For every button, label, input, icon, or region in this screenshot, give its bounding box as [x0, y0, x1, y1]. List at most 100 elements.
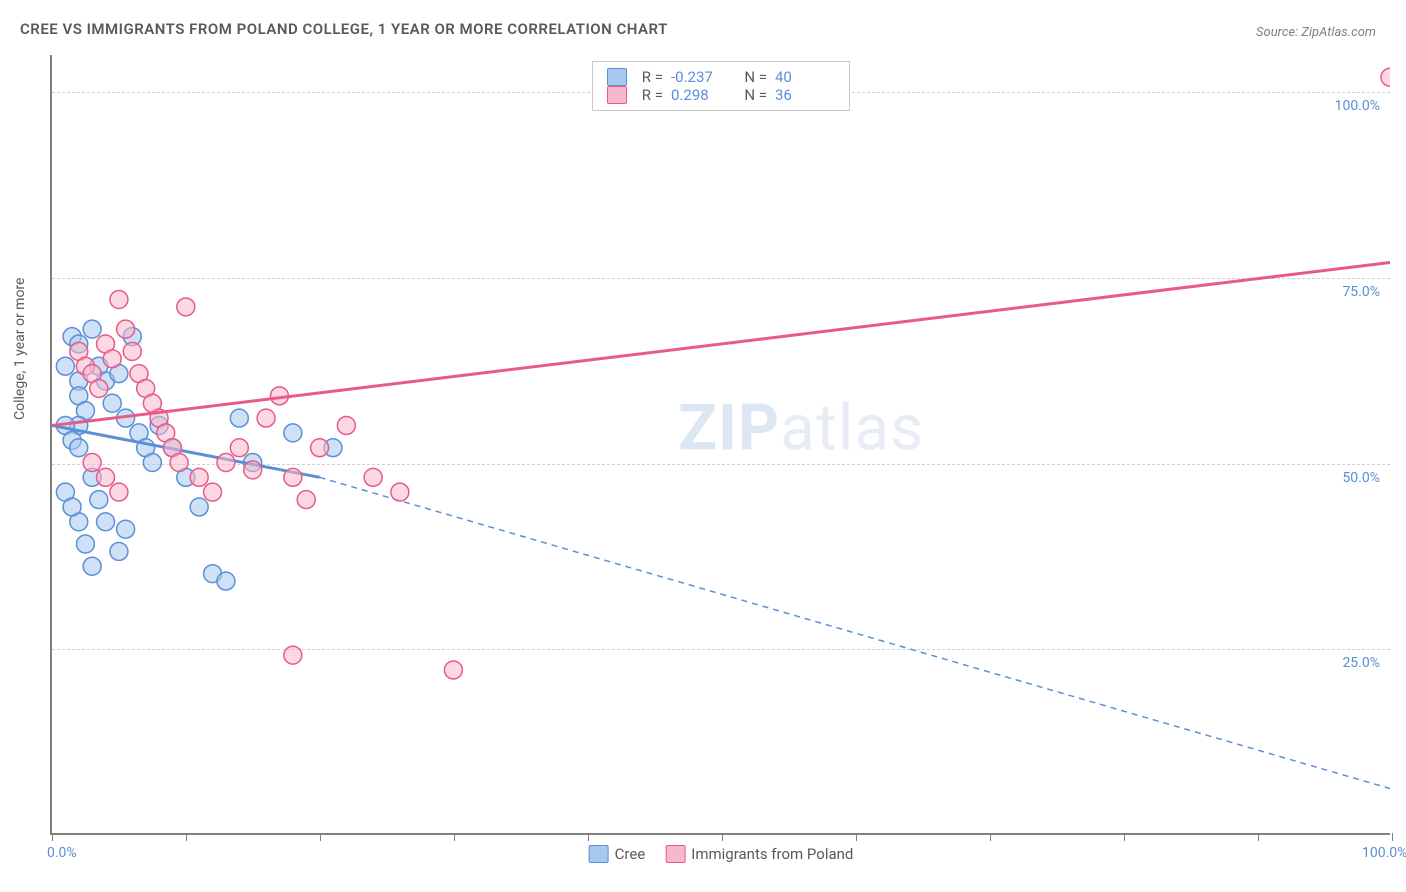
- scatter-point: [217, 454, 235, 472]
- scatter-point: [97, 372, 115, 390]
- x-tick: [1392, 833, 1393, 841]
- scatter-point: [97, 335, 115, 353]
- scatter-point: [56, 416, 74, 434]
- x-tick: [588, 833, 589, 841]
- scatter-point: [123, 342, 141, 360]
- scatter-point: [190, 468, 208, 486]
- scatter-point: [70, 513, 88, 531]
- legend-swatch: [607, 86, 627, 104]
- trend-line: [52, 262, 1390, 425]
- y-tick-label: 25.0%: [1342, 655, 1380, 671]
- y-tick-label: 75.0%: [1342, 284, 1380, 300]
- x-tick: [52, 833, 53, 841]
- legend-bottom: Cree Immigrants from Poland: [589, 845, 854, 863]
- scatter-point: [56, 357, 74, 375]
- scatter-point: [83, 365, 101, 383]
- scatter-point: [63, 431, 81, 449]
- plot-area: ZIPatlas 25.0%50.0%75.0%100.0% 0.0%100.0…: [50, 55, 1390, 835]
- scatter-point: [103, 394, 121, 412]
- scatter-point: [270, 387, 288, 405]
- scatter-point: [90, 357, 108, 375]
- scatter-point: [297, 491, 315, 509]
- scatter-point: [63, 498, 81, 516]
- gridline: [52, 278, 1390, 279]
- scatter-point: [110, 291, 128, 309]
- chart-svg: [52, 55, 1390, 833]
- legend-swatch: [607, 68, 627, 86]
- scatter-point: [244, 454, 262, 472]
- y-tick-label: 50.0%: [1342, 470, 1380, 486]
- scatter-point: [130, 424, 148, 442]
- stats-legend-box: R = -0.237 N = 40 R = 0.298 N = 36: [592, 61, 850, 111]
- scatter-point: [337, 416, 355, 434]
- x-tick: [186, 833, 187, 841]
- stat-r-value: -0.237: [671, 68, 731, 86]
- scatter-point: [170, 454, 188, 472]
- stats-row: R = -0.237 N = 40: [607, 68, 835, 86]
- legend-swatch: [589, 845, 609, 863]
- scatter-point: [391, 483, 409, 501]
- scatter-point: [90, 491, 108, 509]
- trend-line: [52, 425, 320, 477]
- scatter-point: [143, 454, 161, 472]
- x-tick: [320, 833, 321, 841]
- gridline: [52, 649, 1390, 650]
- scatter-point: [110, 365, 128, 383]
- x-tick: [722, 833, 723, 841]
- scatter-point: [83, 557, 101, 575]
- stat-r-label: R =: [635, 68, 663, 86]
- y-tick-label: 100.0%: [1335, 98, 1380, 114]
- stat-n-value: 36: [775, 86, 835, 104]
- x-tick: [856, 833, 857, 841]
- stat-n-label: N =: [739, 86, 767, 104]
- watermark-rest: atlas: [780, 391, 924, 466]
- scatter-point: [217, 572, 235, 590]
- scatter-point: [83, 454, 101, 472]
- scatter-point: [56, 483, 74, 501]
- scatter-point: [284, 468, 302, 486]
- legend-item: Cree: [589, 845, 646, 863]
- scatter-point: [110, 483, 128, 501]
- scatter-point: [257, 409, 275, 427]
- scatter-point: [444, 661, 462, 679]
- legend-label: Immigrants from Poland: [691, 845, 853, 863]
- x-tick: [1124, 833, 1125, 841]
- scatter-point: [76, 402, 94, 420]
- scatter-point: [63, 328, 81, 346]
- stat-r-label: R =: [635, 86, 663, 104]
- watermark-bold: ZIP: [678, 391, 780, 466]
- scatter-point: [230, 409, 248, 427]
- scatter-point: [177, 468, 195, 486]
- scatter-point: [143, 394, 161, 412]
- stat-r-value: 0.298: [671, 86, 731, 104]
- scatter-point: [163, 439, 181, 457]
- stat-n-value: 40: [775, 68, 835, 86]
- gridline: [52, 464, 1390, 465]
- scatter-point: [163, 439, 181, 457]
- scatter-point: [284, 424, 302, 442]
- scatter-point: [230, 439, 248, 457]
- stats-row: R = 0.298 N = 36: [607, 86, 835, 104]
- scatter-point: [150, 416, 168, 434]
- scatter-point: [83, 468, 101, 486]
- scatter-point: [70, 387, 88, 405]
- scatter-point: [117, 520, 135, 538]
- x-tick-label: 100.0%: [1362, 845, 1406, 861]
- scatter-point: [76, 535, 94, 553]
- scatter-point: [1381, 68, 1390, 86]
- x-tick: [454, 833, 455, 841]
- watermark: ZIPatlas: [678, 391, 924, 466]
- scatter-point: [97, 468, 115, 486]
- scatter-point: [150, 409, 168, 427]
- scatter-point: [204, 483, 222, 501]
- trend-line-extrapolated: [320, 477, 1390, 788]
- scatter-point: [76, 357, 94, 375]
- scatter-point: [324, 439, 342, 457]
- x-tick: [990, 833, 991, 841]
- scatter-point: [83, 320, 101, 338]
- x-tick: [1258, 833, 1259, 841]
- scatter-point: [157, 424, 175, 442]
- scatter-point: [70, 416, 88, 434]
- scatter-point: [190, 498, 208, 516]
- legend-item: Immigrants from Poland: [665, 845, 853, 863]
